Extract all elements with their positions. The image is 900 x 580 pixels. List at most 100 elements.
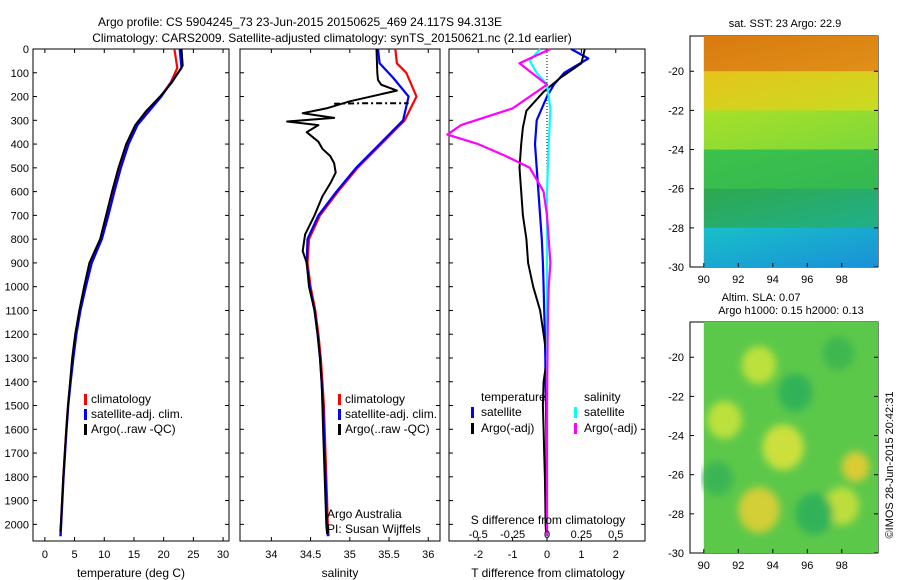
map-x-tick-label: 92 (732, 560, 744, 572)
sla-field (702, 322, 878, 553)
salinity-annotation-line2: PI: Susan Wijffels (327, 522, 421, 536)
depth-tick-label: 1800 (5, 472, 29, 484)
x-tick-label: 0 (544, 549, 550, 561)
depth-axis: 0 100 200 300 400 500 600 700 800 900 1000 1100 1200… (5, 44, 229, 531)
sla-blob (795, 492, 834, 535)
difference-x-axis: -2 -1 0 1 2 (473, 49, 619, 561)
legend-swatch-blue (84, 409, 87, 420)
s-tick-label: -0.25 (500, 529, 525, 541)
s-difference-axis: -0.5 -0.25 0 0.25 0.5 (469, 529, 624, 541)
x-tick-label: 5 (72, 549, 78, 561)
depth-tick-label: 900 (11, 258, 29, 270)
depth-tick-label: 1300 (5, 353, 29, 365)
sla-blob (741, 346, 777, 385)
map-y-tick-label: -24 (668, 145, 684, 157)
sla-map-title-line2: Argo h1000: 0.15 h2000: 0.13 (718, 305, 864, 317)
legend-entry: satellite (584, 405, 625, 419)
x-tick-label: 1 (578, 549, 584, 561)
series-line-argo-spike-trace (334, 102, 409, 105)
figure-title-line2: Climatology: CARS2009. Satellite-adjuste… (92, 31, 572, 45)
salinity-axes-frame (239, 48, 441, 542)
sla-map-axes: 90 92 94 96 98 -20 -22 -24 -26 -28 -30 (668, 352, 878, 572)
map-x-tick-label: 98 (836, 560, 848, 572)
x-tick-label: 10 (98, 549, 110, 561)
depth-tick-label: 1400 (5, 377, 29, 389)
temperature-x-label: temperature (deg C) (77, 566, 185, 580)
map-x-tick-label: 90 (698, 560, 710, 572)
sst-map-panel: sat. SST: 23 Argo: 22.9 90 92 94 96 98 -20 -22… (668, 18, 879, 286)
x-tick-label: 36 (422, 549, 434, 561)
depth-tick-label: 2000 (5, 519, 29, 531)
x-tick-label: 35.5 (378, 549, 399, 561)
sst-map-axes: 90 92 94 96 98 -20 -22 -24 -26 -28 -30 (668, 66, 878, 286)
map-y-tick-label: -26 (668, 184, 684, 196)
depth-tick-label: 1000 (5, 282, 29, 294)
t-difference-label: T difference from climatology (471, 566, 625, 580)
depth-tick-label: 200 (11, 92, 29, 104)
difference-legend: temperature salinitysatelliteArgo(-adj)sa… (471, 390, 637, 435)
x-tick-label: 34 (265, 549, 277, 561)
temperature-axes-frame (32, 48, 230, 542)
depth-tick-label: 1100 (5, 305, 29, 317)
s-tick-label: -0.5 (469, 529, 488, 541)
legend-entry: satellite-adj. clim. (345, 407, 437, 421)
legend-entry: Argo(..raw -QC) (91, 422, 176, 436)
sla-map-panel: Altim. SLA: 0.07 Argo h1000: 0.15 h2000:… (668, 292, 879, 572)
map-y-tick-label: -22 (668, 391, 684, 403)
legend-entry: climatology (345, 392, 405, 406)
legend-swatch-magenta (574, 423, 577, 434)
map-x-tick-label: 96 (801, 274, 813, 286)
depth-tick-label: 1600 (5, 424, 29, 436)
x-tick-label: 0 (42, 549, 48, 561)
depth-tick-label: 1500 (5, 401, 29, 413)
depth-tick-label: 600 (11, 187, 29, 199)
series-line-argo-raw-qc- (59, 48, 184, 532)
legend-swatch-black (338, 424, 341, 435)
difference-series (446, 48, 590, 537)
depth-tick-label: 1700 (5, 448, 29, 460)
map-x-tick-label: 96 (801, 560, 813, 572)
legend-swatch-red (338, 394, 341, 405)
legend-col2-title: salinity (584, 390, 621, 404)
depth-tick-label: 300 (11, 115, 29, 127)
sst-band (703, 227, 878, 267)
map-y-tick-label: -30 (668, 548, 684, 560)
map-y-tick-label: -30 (668, 262, 684, 274)
s-difference-label: S difference from climatology (471, 513, 626, 527)
x-tick-label: 34.5 (300, 549, 321, 561)
legend-col1-title: temperature (481, 390, 546, 404)
depth-tick-label: 1900 (5, 496, 29, 508)
x-tick-label: 25 (187, 549, 199, 561)
s-tick-label: 0.5 (608, 529, 623, 541)
sla-blob (777, 373, 813, 412)
depth-tick-label: 100 (11, 68, 29, 80)
sst-band (703, 71, 878, 111)
legend-swatch-black (84, 424, 87, 435)
temperature-x-axis: 0 5 10 15 20 25 30 (42, 49, 229, 561)
salinity-annotation-line1: Argo Australia (327, 507, 402, 521)
sst-band (703, 36, 878, 72)
map-y-tick-label: -20 (668, 352, 684, 364)
x-tick-label: -2 (473, 549, 483, 561)
salinity-series (286, 48, 418, 537)
map-y-tick-label: -28 (668, 223, 684, 235)
sst-band (703, 188, 878, 229)
x-tick-label: 20 (158, 549, 170, 561)
s-tick-label: 0 (544, 529, 550, 541)
sla-blob (707, 400, 742, 439)
map-y-tick-label: -28 (668, 509, 684, 521)
salinity-x-axis: 34 34.5 35 35.5 36 (265, 49, 434, 561)
salinity-y-ticks (240, 48, 440, 525)
sst-map-title: sat. SST: 23 Argo: 22.9 (729, 18, 842, 30)
x-tick-label: 15 (128, 549, 140, 561)
map-y-tick-label: -20 (668, 66, 684, 78)
legend-entry: Argo(..raw -QC) (345, 422, 430, 436)
x-tick-label: 35 (344, 549, 356, 561)
temperature-series (59, 48, 184, 537)
temperature-panel: 0100200300400500600700800900100011001200… (5, 44, 230, 580)
sla-blob (824, 487, 860, 525)
sla-blob (702, 461, 734, 496)
map-x-tick-label: 94 (767, 560, 779, 572)
difference-y-ticks (449, 48, 645, 525)
